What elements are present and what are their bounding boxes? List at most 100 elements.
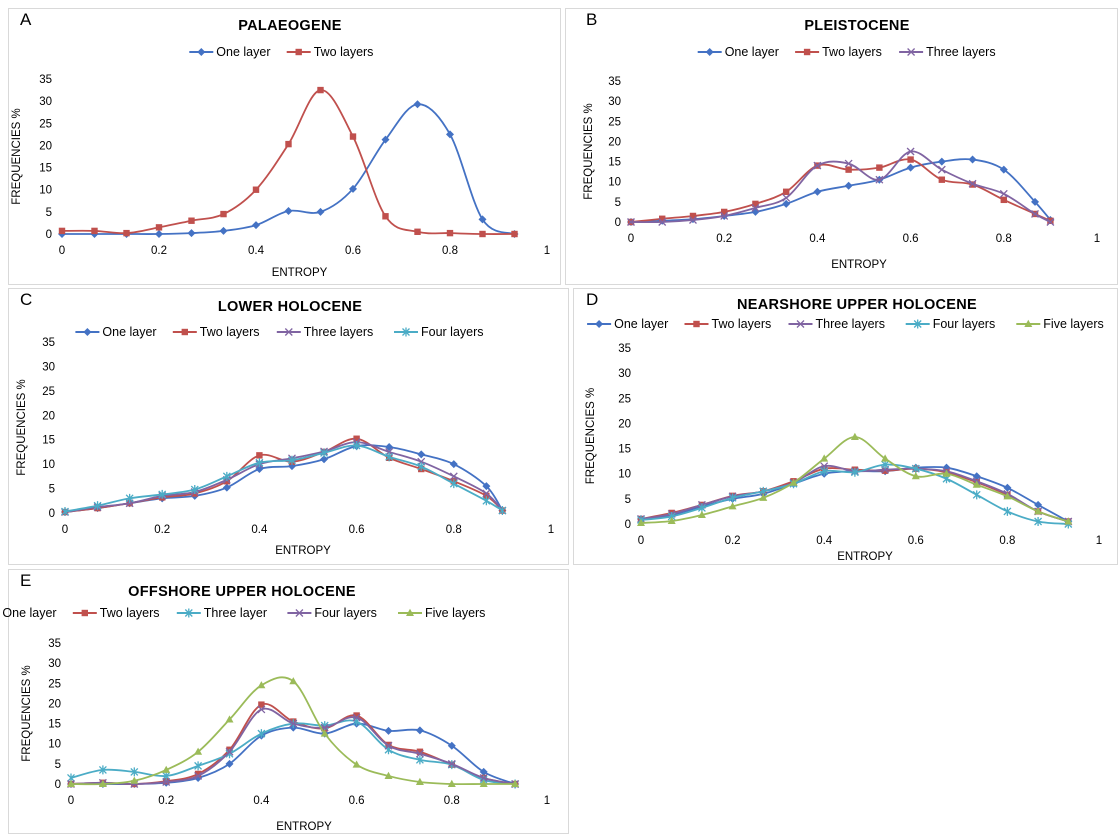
legend-item: One layer — [75, 325, 157, 339]
y-tick-label: 15 — [618, 444, 631, 456]
data-point — [187, 229, 196, 238]
data-point — [289, 719, 298, 728]
y-tick-label: 35 — [618, 343, 631, 355]
y-tick-label: 35 — [39, 74, 52, 86]
chart-offshore-upper-holocene: OFFSHORE UPPER HOLOCENE One layer Two laye… — [2, 584, 550, 833]
data-point — [1034, 500, 1043, 509]
data-point — [1064, 517, 1073, 525]
legend-label: Three layers — [926, 45, 995, 59]
legend-item: Three layer — [176, 606, 267, 620]
series-one-layer — [58, 100, 519, 238]
chart-nearshore-upper-holocene: NEARSHORE UPPER HOLOCENE One layer Two lay… — [585, 297, 1104, 563]
data-point — [479, 779, 488, 787]
data-point — [61, 507, 69, 517]
x-axis-label: ENTROPY — [831, 259, 887, 271]
y-tick-label: 15 — [39, 163, 52, 175]
y-tick-label: 30 — [39, 96, 52, 108]
x-tick-label: 0.4 — [248, 245, 265, 257]
x-tick-label: 0.8 — [444, 795, 460, 807]
legend-marker — [907, 48, 916, 56]
data-point — [999, 189, 1008, 198]
data-point — [417, 450, 426, 459]
x-tick-label: 0.4 — [816, 535, 833, 547]
data-point — [479, 773, 488, 782]
legend-marker — [181, 328, 188, 336]
y-tick-label: 0 — [625, 519, 631, 531]
data-point — [1034, 516, 1043, 526]
data-point — [352, 713, 361, 722]
x-tick-label: 0.6 — [903, 233, 919, 245]
y-tick-label: 5 — [615, 197, 621, 209]
data-point — [98, 765, 107, 775]
data-point — [285, 140, 292, 148]
x-tick-label: 0 — [59, 245, 65, 257]
y-tick-label: 30 — [48, 658, 61, 670]
data-point — [850, 432, 859, 441]
y-tick-label: 20 — [42, 410, 55, 422]
data-point — [257, 705, 266, 714]
x-tick-label: 0.2 — [151, 245, 167, 257]
data-point — [220, 210, 227, 218]
legend-label: Two layers — [314, 45, 374, 59]
data-point — [972, 480, 981, 488]
x-axis-label: ENTROPY — [272, 267, 328, 279]
data-point — [482, 496, 491, 506]
data-point — [257, 729, 266, 739]
legend-item: Three layers — [899, 45, 996, 59]
panel-c — [8, 288, 569, 565]
data-point — [728, 502, 737, 510]
y-tick-label: 10 — [39, 185, 52, 197]
data-point — [130, 776, 139, 784]
y-tick-label: 0 — [615, 217, 621, 229]
data-point — [382, 213, 389, 220]
y-tick-label: 25 — [42, 386, 55, 398]
data-point — [689, 216, 697, 224]
data-point — [194, 761, 203, 771]
data-point — [447, 759, 456, 768]
y-tick-label: 20 — [618, 418, 631, 430]
data-point — [875, 175, 884, 184]
chart-title: LOWER HOLOCENE — [218, 299, 362, 315]
data-point — [972, 472, 981, 481]
panel-letter-a: A — [20, 10, 32, 29]
panel-letter-c: C — [20, 290, 33, 309]
data-point — [820, 466, 829, 476]
x-tick-label: 0.8 — [442, 245, 458, 257]
data-point — [125, 493, 134, 503]
data-point — [449, 472, 458, 481]
x-tick-label: 1 — [548, 524, 554, 536]
legend-marker — [796, 320, 805, 328]
x-tick-label: 0.6 — [908, 535, 924, 547]
data-point — [937, 157, 946, 166]
x-tick-label: 0.8 — [999, 535, 1015, 547]
chart-title: PALAEOGENE — [238, 18, 341, 34]
series-three-layers — [61, 438, 507, 516]
data-point — [1031, 197, 1040, 206]
data-point — [155, 224, 163, 231]
data-point — [352, 441, 361, 451]
data-point — [1047, 217, 1054, 224]
data-point — [67, 779, 75, 787]
y-tick-label: 25 — [608, 116, 621, 128]
legend-label: Four layers — [314, 606, 377, 620]
legend-label: Three layers — [816, 317, 885, 331]
data-point — [289, 677, 298, 685]
data-point — [256, 452, 263, 459]
y-tick-label: 35 — [42, 337, 55, 349]
data-point — [415, 755, 424, 765]
data-point — [384, 771, 393, 779]
series-three-layers — [627, 147, 1055, 226]
legend-marker — [284, 328, 293, 336]
data-point — [968, 155, 977, 164]
legend-marker — [1024, 319, 1033, 327]
legend-label: Four layers — [933, 317, 996, 331]
x-tick-label: 0 — [68, 795, 74, 807]
data-point — [252, 221, 260, 230]
x-axis-label: ENTROPY — [275, 545, 331, 557]
data-point — [320, 455, 329, 464]
legend-item: Two layers — [172, 325, 260, 339]
legend-label: Two layers — [822, 45, 882, 59]
data-point — [91, 227, 98, 235]
data-point — [911, 472, 920, 480]
data-point — [482, 482, 491, 491]
